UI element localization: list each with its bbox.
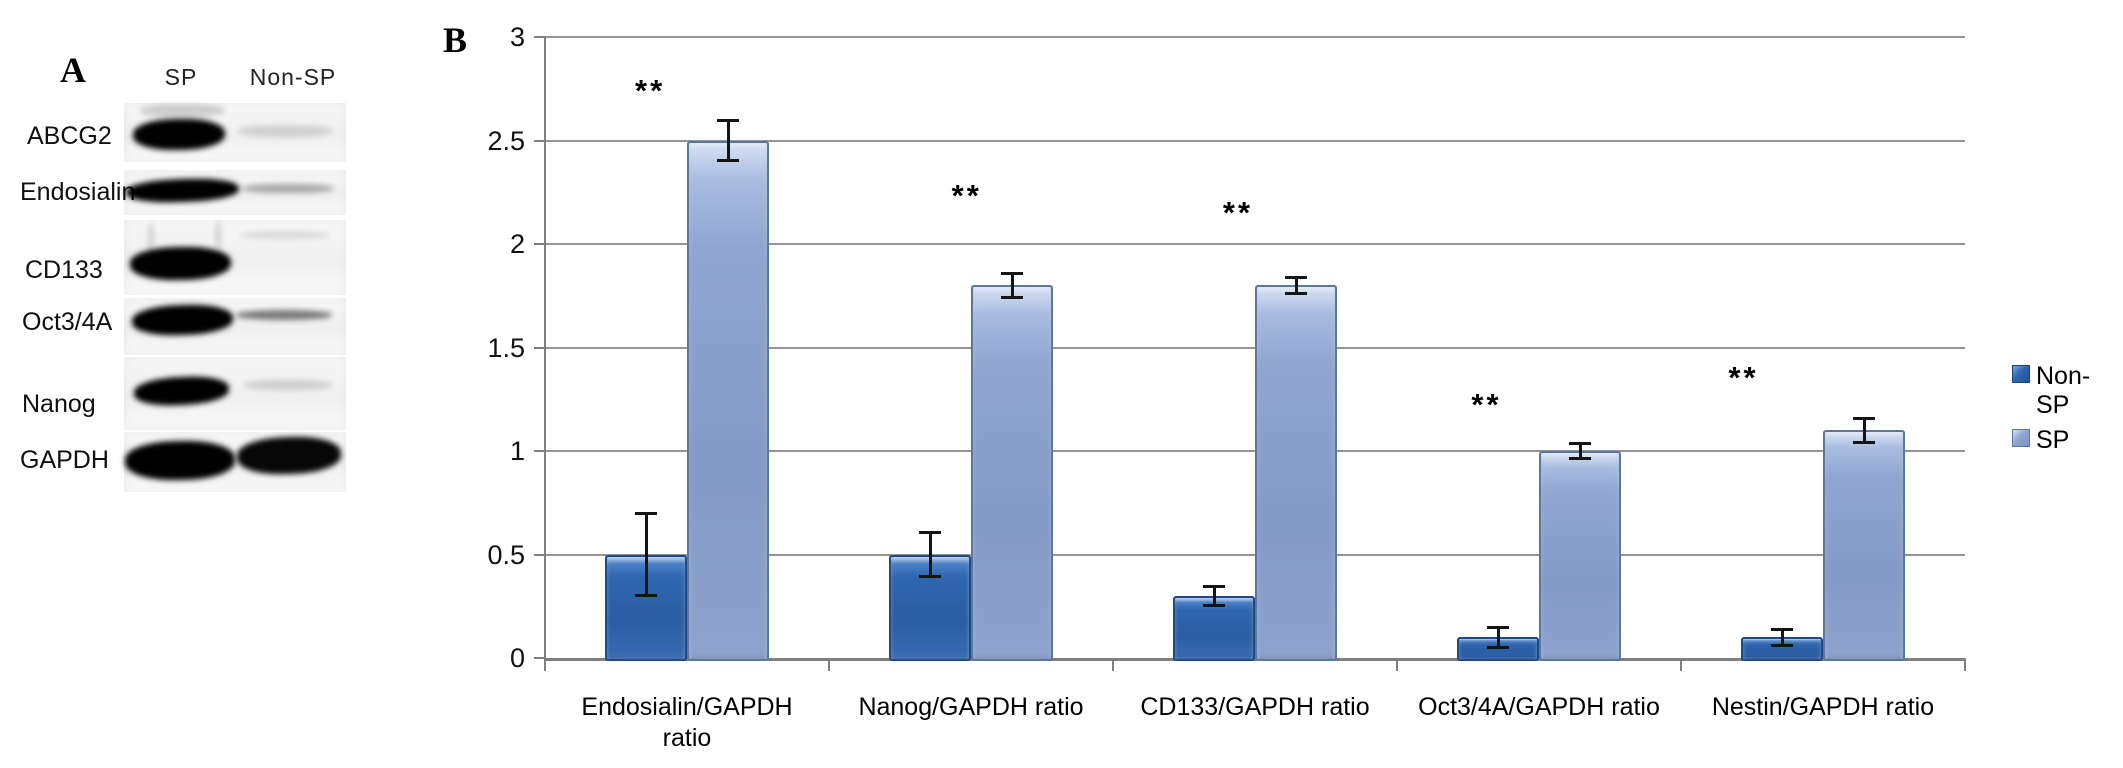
bar-non-sp-2 [1173,595,1255,661]
error-bar [1010,272,1014,298]
blot-smear [148,224,154,250]
legend-swatch [2012,429,2030,447]
error-bar-cap [1203,604,1225,608]
y-axis-label: 1 [509,436,525,466]
significance-marker: ** [635,72,666,108]
error-bar-cap [717,159,739,163]
legend-label: Non-SP [2036,362,2091,419]
error-bar [644,513,648,596]
bar-sp-3 [1539,451,1621,661]
panel-a-label: A [60,50,86,90]
lane-header-nonsp: Non-SP [249,64,337,90]
y-axis-tick [534,36,545,38]
blot-band-nonsp [236,310,332,320]
error-bar-cap [717,118,739,122]
gridline [545,243,1965,245]
significance-marker: ** [951,178,982,214]
legend-label: SP [2036,426,2070,454]
category-label: CD133/GAPDH ratio [1140,693,1370,721]
lane-header-sp: SP [164,64,198,90]
panel-b-label: B [443,20,468,60]
y-axis-label: 3 [509,22,525,52]
gridline [545,139,1965,142]
error-bar [928,531,932,578]
error-bar [1212,585,1216,607]
blot-band-nonsp [244,380,332,390]
error-bar-cap [1771,643,1793,647]
error-bar-cap [919,530,941,534]
blot-row-label: GAPDH [20,446,109,474]
bar-sp-2 [1255,285,1337,661]
x-axis-tick [828,658,830,671]
blot-row-label: Nanog [22,390,96,418]
blot-row-label: ABCG2 [27,122,112,150]
y-axis-label: 2.5 [487,125,525,156]
error-bar-cap [1569,457,1591,461]
blot-band-nonsp [240,231,330,239]
error-bar-cap [1487,645,1509,649]
error-bar-cap [1487,625,1509,629]
category-label: Endosialin/GAPDH ratio [581,693,793,752]
y-axis-tick [534,657,545,659]
legend-item: SP [2012,426,2122,454]
x-axis-tick [1396,658,1398,671]
error-bar-cap [1001,271,1023,275]
blot-row-label: Oct3/4A [22,308,113,336]
panel-b: B [360,0,2123,768]
error-bar-cap [1853,416,1875,420]
error-bar-cap [635,512,657,516]
y-axis-label: 2 [509,229,525,259]
blot-band-nonsp [238,125,333,137]
blot-band-nonsp [242,184,334,193]
y-axis-tick [534,553,545,556]
y-axis-label: 0.5 [487,539,525,570]
y-axis-label: 1.5 [487,332,525,363]
error-bar [1780,629,1784,646]
category-label: Nanog/GAPDH ratio [858,693,1084,721]
error-bar [726,119,730,162]
error-bar-cap [1569,441,1591,445]
x-axis-tick [1112,658,1114,671]
error-bar-cap [1203,584,1225,588]
error-bar-cap [1285,291,1307,295]
y-axis-tick [534,139,545,142]
bar-sp-4 [1823,430,1905,661]
category-label: Oct3/4A/GAPDH ratio [1418,693,1660,721]
error-bar-cap [635,593,657,597]
error-bar [1294,277,1298,294]
significance-marker: ** [1222,194,1254,230]
error-bar-cap [1771,628,1793,632]
bar-sp-1 [971,285,1053,661]
legend-item: Non-SP [2012,362,2122,419]
blot-row-label: Endosialin [20,178,136,206]
x-axis-tick [544,658,546,671]
error-bar-cap [1001,295,1023,299]
error-bar-cap [919,575,941,579]
blot-smear [215,221,221,250]
legend-swatch [2012,365,2030,383]
y-axis-tick [534,450,545,452]
y-axis-tick [534,346,545,349]
significance-marker: ** [1728,360,1759,396]
error-bar-cap [1285,276,1307,280]
error-bar [1496,626,1500,648]
error-bar [1862,417,1866,443]
significance-marker: ** [1471,387,1502,423]
y-axis-label: 0 [509,643,525,673]
x-axis-tick [1680,658,1682,671]
blot-area: ABCG2 Endosialin CD133 Oct3/4A Nanog GAPDH [0,0,360,768]
error-bar [1578,442,1582,460]
gridline [545,36,1965,38]
panel-a: A SP Non-SP ABCG2 Endosialin CD133 Oct3/4A N… [0,0,360,768]
blot-row-label: CD133 [25,256,103,284]
error-bar-cap [1853,440,1875,444]
bar-sp-0 [687,140,769,661]
x-axis-tick [1964,658,1966,671]
y-axis-line [544,36,546,659]
category-label: Nestin/GAPDH ratio [1711,693,1935,721]
y-axis-tick [534,243,545,245]
blot-smear [140,104,225,117]
